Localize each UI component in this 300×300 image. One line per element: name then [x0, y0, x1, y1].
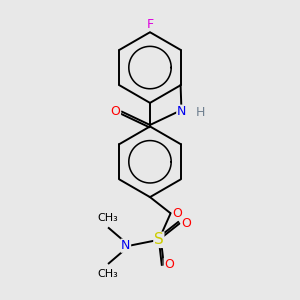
Text: O: O [181, 217, 191, 230]
Text: F: F [146, 18, 154, 31]
Text: CH₃: CH₃ [97, 213, 118, 223]
Text: O: O [172, 207, 182, 220]
Text: O: O [111, 105, 121, 118]
Text: N: N [121, 239, 130, 252]
Text: CH₃: CH₃ [97, 269, 118, 279]
Text: S: S [154, 232, 164, 247]
Text: N: N [177, 105, 186, 118]
Text: H: H [196, 106, 205, 119]
Text: O: O [164, 258, 174, 271]
